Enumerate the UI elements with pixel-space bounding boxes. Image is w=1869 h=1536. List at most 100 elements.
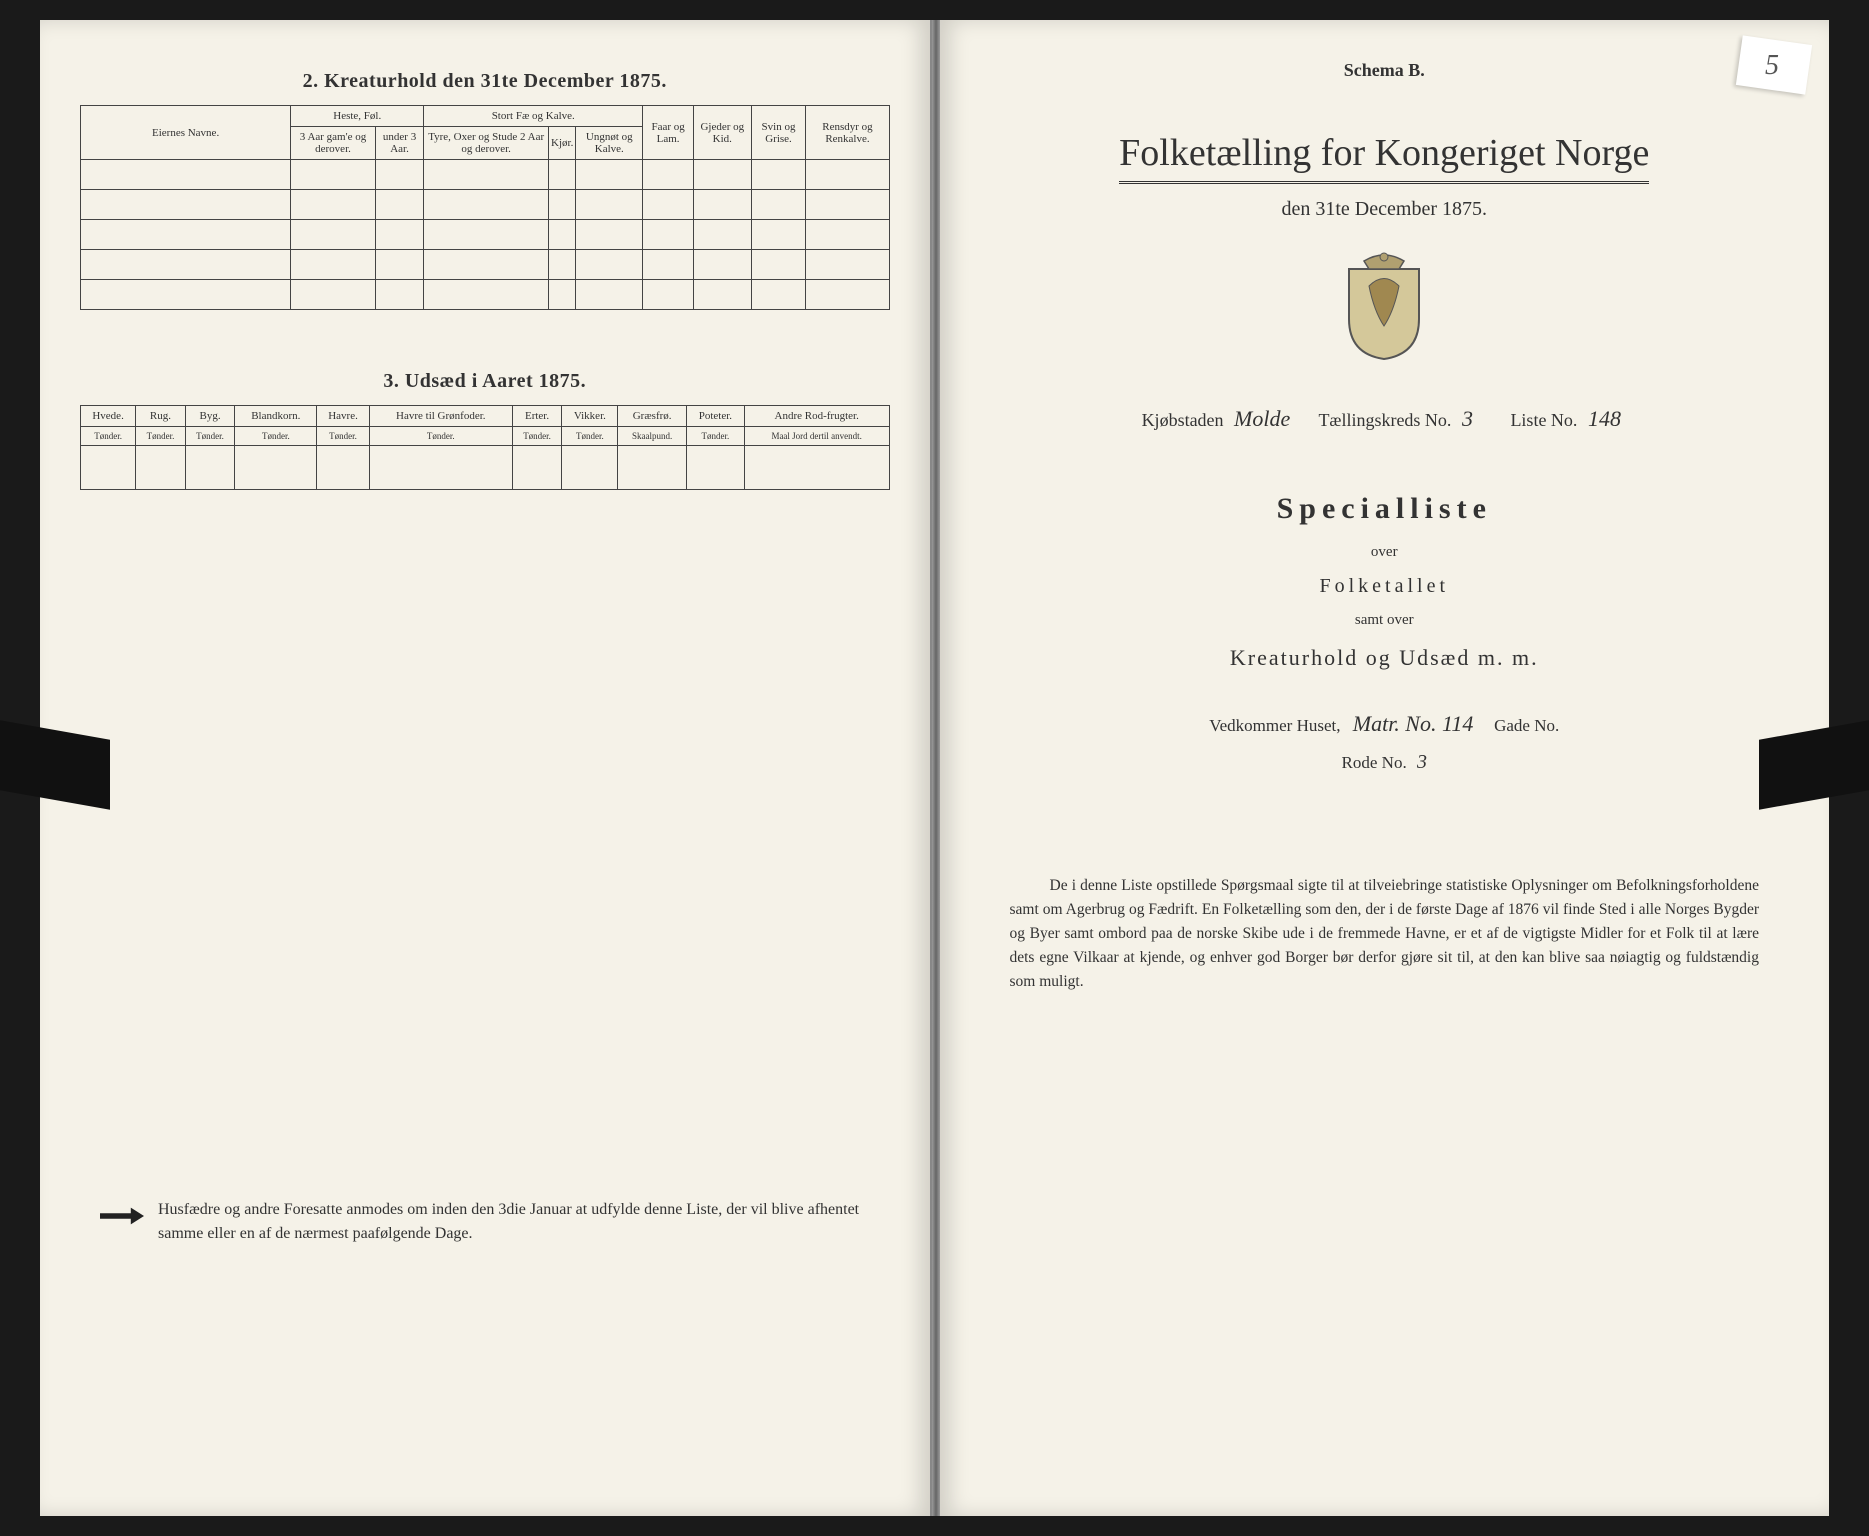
table-cell <box>643 220 694 250</box>
col-fae: Stort Fæ og Kalve. <box>424 106 643 127</box>
samt-label: samt over <box>980 612 1790 629</box>
table-cell <box>576 190 643 220</box>
kjobstad-value: Molde <box>1228 406 1296 431</box>
meta-line: Kjøbstaden Molde Tællingskreds No. 3 Lis… <box>980 406 1790 432</box>
table-cell <box>643 160 694 190</box>
table-cell <box>81 446 136 490</box>
table-cell <box>549 250 576 280</box>
table-cell <box>643 190 694 220</box>
kjobstad-label: Kjøbstaden <box>1142 410 1224 430</box>
col-header: Andre Rod-frugter. <box>744 406 889 427</box>
table-cell <box>751 190 806 220</box>
table-cell <box>136 446 186 490</box>
table-cell <box>369 446 512 490</box>
rode-label: Rode No. <box>1342 753 1407 772</box>
table-cell <box>693 280 751 310</box>
section2-title: 2. Kreaturhold den 31te December 1875. <box>80 70 890 93</box>
table-cell <box>751 280 806 310</box>
table-cell <box>806 190 889 220</box>
table-cell <box>424 280 549 310</box>
col-gjeder: Gjeder og Kid. <box>693 106 751 160</box>
col-header: Erter. <box>512 406 562 427</box>
col-faar: Faar og Lam. <box>643 106 694 160</box>
section3-title: 3. Udsæd i Aaret 1875. <box>80 370 890 393</box>
table-cell <box>81 220 291 250</box>
kreds-label: Tællingskreds No. <box>1318 410 1451 430</box>
table-cell <box>81 160 291 190</box>
rode-value: 3 <box>1411 751 1427 773</box>
col-header: Poteter. <box>686 406 744 427</box>
liste-label: Liste No. <box>1510 410 1577 430</box>
udsaed-table: Hvede.Rug.Byg.Blandkorn.Havre.Havre til … <box>80 405 890 490</box>
table-cell <box>751 160 806 190</box>
col-header: Blandkorn. <box>235 406 317 427</box>
col-unit: Tønder. <box>686 427 744 446</box>
col-unit: Tønder. <box>562 427 618 446</box>
right-page: 5 Schema B. Folketælling for Kongeriget … <box>940 20 1830 1516</box>
kreaturhold-table: Eiernes Navne. Heste, Føl. Stort Fæ og K… <box>80 105 890 310</box>
table-cell <box>751 250 806 280</box>
col-svin: Svin og Grise. <box>751 106 806 160</box>
table-cell <box>576 280 643 310</box>
col-eiernes: Eiernes Navne. <box>81 106 291 160</box>
vedkommer-label: Vedkommer Huset, <box>1209 716 1340 735</box>
table-cell <box>291 220 376 250</box>
table-cell <box>549 190 576 220</box>
table-cell <box>751 220 806 250</box>
footer-note-text: Husfædre og andre Foresatte anmodes om i… <box>158 1198 870 1246</box>
col-unit: Tønder. <box>369 427 512 446</box>
table-cell <box>693 160 751 190</box>
col-header: Byg. <box>185 406 235 427</box>
col-unit: Tønder. <box>81 427 136 446</box>
table-cell <box>576 160 643 190</box>
table-cell <box>81 250 291 280</box>
col-header: Hvede. <box>81 406 136 427</box>
table-cell <box>806 220 889 250</box>
col-heste: Heste, Føl. <box>291 106 424 127</box>
table-row <box>81 280 890 310</box>
kreaturhold-label: Kreaturhold og Udsæd m. m. <box>980 645 1790 671</box>
pointing-hand-icon <box>100 1202 144 1230</box>
table-row <box>81 190 890 220</box>
table-cell <box>693 250 751 280</box>
col-heste2: under 3 Aar. <box>375 127 423 160</box>
col-unit: Tønder. <box>185 427 235 446</box>
col-header: Rug. <box>136 406 186 427</box>
col-header: Vikker. <box>562 406 618 427</box>
binder-clip-left <box>0 720 110 809</box>
table-cell <box>806 160 889 190</box>
col-unit: Tønder. <box>317 427 369 446</box>
table-cell <box>291 250 376 280</box>
table-row <box>81 446 890 490</box>
table-cell <box>562 446 618 490</box>
col-rensdyr: Rensdyr og Renkalve. <box>806 106 889 160</box>
col-unit: Maal Jord dertil anvendt. <box>744 427 889 446</box>
table-cell <box>375 160 423 190</box>
table-cell <box>81 280 291 310</box>
col-heste1: 3 Aar gam'e og derover. <box>291 127 376 160</box>
table-cell <box>643 280 694 310</box>
table-cell <box>424 220 549 250</box>
table-cell <box>806 250 889 280</box>
table-cell <box>375 190 423 220</box>
table-cell <box>549 220 576 250</box>
table-cell <box>375 280 423 310</box>
table-cell <box>618 446 686 490</box>
table-cell <box>291 280 376 310</box>
col-fae1: Tyre, Oxer og Stude 2 Aar og derover. <box>424 127 549 160</box>
coat-of-arms-icon <box>980 251 1790 366</box>
col-fae3: Ungnøt og Kalve. <box>576 127 643 160</box>
table-cell <box>693 220 751 250</box>
table-cell <box>375 220 423 250</box>
table-cell <box>291 160 376 190</box>
specialliste-heading: Specialliste <box>980 492 1790 526</box>
bottom-paragraph-text: De i denne Liste opstillede Spørgsmaal s… <box>1010 877 1760 990</box>
table-cell <box>424 160 549 190</box>
subtitle: den 31te December 1875. <box>980 198 1790 221</box>
col-header: Græsfrø. <box>618 406 686 427</box>
col-fae2: Kjør. <box>549 127 576 160</box>
book-spine <box>932 20 940 1516</box>
col-header: Havre. <box>317 406 369 427</box>
footer-note: Husfædre og andre Foresatte anmodes om i… <box>100 1198 870 1246</box>
left-page: 2. Kreaturhold den 31te December 1875. E… <box>40 20 932 1516</box>
